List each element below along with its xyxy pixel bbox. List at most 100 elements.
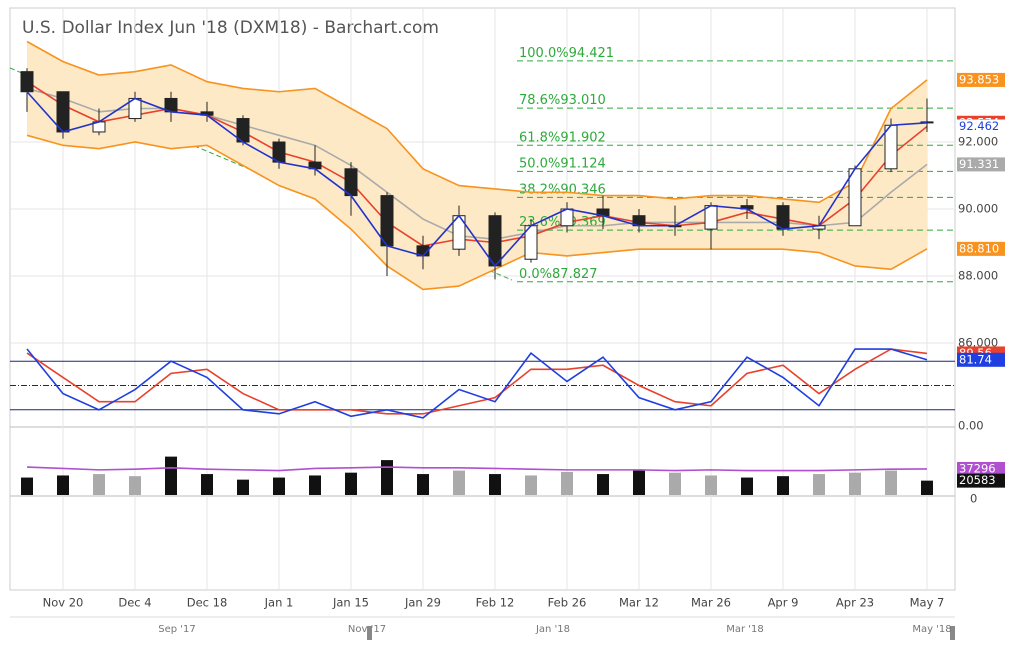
- overlay-line: [26, 40, 928, 204]
- volume-bar: [741, 477, 753, 495]
- volume-bar: [525, 475, 537, 495]
- volume-bar: [633, 470, 645, 495]
- volume-bar: [129, 476, 141, 495]
- value-tag-label: 92.462: [959, 119, 999, 133]
- fib-price: 94.421: [569, 45, 615, 60]
- x-tick-label: Dec 4: [118, 596, 151, 610]
- fib-label: 100.0%94.421: [519, 45, 614, 60]
- x-tick-label: Apr 9: [768, 596, 799, 610]
- x-tick-label: Jan 29: [404, 596, 441, 610]
- volume-bar: [93, 474, 105, 495]
- fib-label: 61.8%91.902: [519, 130, 606, 145]
- volume-bar: [309, 475, 321, 495]
- volume-bar: [885, 470, 897, 495]
- volume-bar: [669, 472, 681, 495]
- value-tag: [957, 157, 1005, 172]
- volume-bar: [201, 474, 213, 495]
- value-tag-label: 88.810: [959, 241, 999, 255]
- candle-body: [776, 205, 790, 230]
- navigator-handle[interactable]: [367, 626, 372, 640]
- y-tick-label: 92.000: [958, 135, 998, 149]
- value-tag: [957, 461, 1005, 476]
- volume-bar: [417, 474, 429, 495]
- value-tag-label: 37296: [959, 461, 996, 475]
- volume-bar: [453, 470, 465, 495]
- volume-bar: [921, 480, 933, 495]
- x-tick-label: Feb 26: [548, 596, 587, 610]
- volume-bar: [489, 474, 501, 495]
- volume-bar: [813, 474, 825, 495]
- value-tag: [957, 72, 1005, 87]
- volume-bar: [237, 479, 249, 495]
- candle-body: [20, 71, 34, 93]
- close-line: [26, 91, 928, 268]
- value-tag: [957, 241, 1005, 256]
- volume-bar: [165, 456, 177, 495]
- x-tick-label: Apr 23: [836, 596, 874, 610]
- value-tag: [957, 119, 1005, 134]
- value-tag: [957, 352, 1005, 367]
- navigator-label: Mar '18: [726, 624, 764, 635]
- fib-price: 91.124: [560, 156, 606, 171]
- fib-price: 91.902: [560, 130, 606, 145]
- x-tick-label: Feb 12: [476, 596, 515, 610]
- y-tick-label: 86.000: [958, 336, 998, 350]
- fib-price: 93.010: [560, 93, 606, 108]
- stoch-k: [26, 348, 928, 419]
- x-tick-label: Mar 12: [619, 596, 659, 610]
- y-tick-label: 88.000: [958, 269, 998, 283]
- overlay-line: [26, 134, 928, 291]
- x-tick-label: May 7: [910, 596, 945, 610]
- candle-body: [380, 195, 394, 247]
- y-tick-label: 90.000: [958, 202, 998, 216]
- value-tag: [957, 473, 1005, 488]
- volume-bar: [597, 474, 609, 495]
- volume-bar: [561, 471, 573, 495]
- volume-bar: [777, 476, 789, 495]
- fib-percent: 38.2%: [519, 182, 560, 197]
- volume-bar: [57, 475, 69, 495]
- candle-body: [56, 91, 70, 133]
- y-tick-label: 0: [970, 492, 977, 506]
- fib-percent: 100.0%: [519, 45, 569, 60]
- volume-bar: [705, 475, 717, 495]
- x-tick-label: Mar 26: [691, 596, 731, 610]
- candle-body: [704, 205, 718, 230]
- navigator-label: Nov '17: [348, 624, 386, 635]
- candle-body: [884, 124, 898, 170]
- fib-price: 87.827: [552, 266, 598, 281]
- navigator-label: Jan '18: [535, 624, 570, 635]
- stoch-d: [26, 348, 928, 415]
- fib-label: 50.0%91.124: [519, 156, 606, 171]
- x-tick-label: Jan 1: [264, 596, 294, 610]
- fib-percent: 50.0%: [519, 156, 560, 171]
- volume-bar: [381, 460, 393, 495]
- y-tick-label: 0.00: [958, 419, 984, 433]
- value-tag-label: 93.853: [959, 72, 999, 86]
- value-tag-label: 20583: [959, 473, 996, 487]
- x-tick-label: Dec 18: [187, 596, 228, 610]
- frame: [9, 7, 956, 591]
- value-tag-label: 91.331: [959, 157, 999, 171]
- fib-label: 78.6%93.010: [519, 93, 606, 108]
- navigator-label: May '18: [912, 624, 951, 635]
- volume-bar: [345, 472, 357, 495]
- fib-label: 0.0%87.827: [519, 266, 598, 281]
- fib-percent: 78.6%: [519, 93, 560, 108]
- navigator-label: Sep '17: [158, 624, 196, 635]
- volume-average: [26, 466, 928, 472]
- candle-body: [848, 168, 862, 227]
- candle-body: [488, 215, 502, 267]
- fib-percent: 61.8%: [519, 130, 560, 145]
- chart-title: U.S. Dollar Index Jun '18 (DXM18) - Barc…: [22, 18, 439, 38]
- band-fill: [27, 41, 927, 290]
- volume-bar: [849, 472, 861, 495]
- value-tag-label: 81.74: [959, 352, 992, 366]
- fib-percent: 0.0%: [519, 266, 552, 281]
- navigator-handle[interactable]: [950, 626, 955, 640]
- x-tick-label: Nov 20: [43, 596, 84, 610]
- volume-bar: [273, 477, 285, 495]
- volume-bar: [21, 477, 33, 495]
- x-tick-label: Jan 15: [332, 596, 369, 610]
